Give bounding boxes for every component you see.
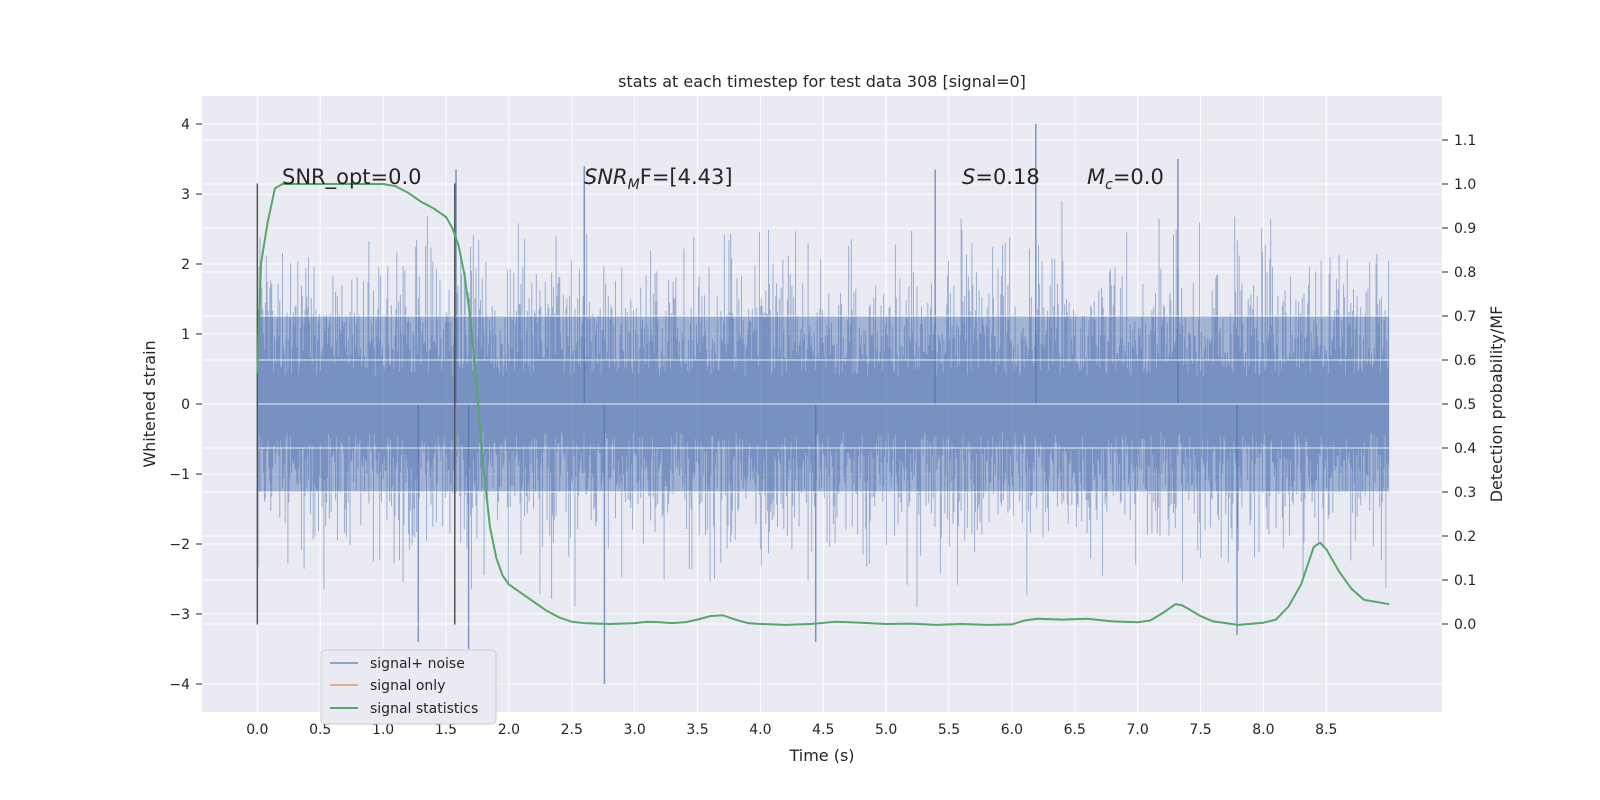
- y-tick-label-right: 0.6: [1454, 353, 1476, 369]
- series-signal-noise: [256, 124, 1390, 684]
- s-suffix: =0.18: [975, 165, 1039, 189]
- snr-mf-prefix: SNR: [584, 165, 628, 189]
- annotation-s: S=0.18: [962, 165, 1040, 189]
- y-tick-label-left: 2: [181, 257, 190, 273]
- y-tick-label-right: 0.3: [1454, 485, 1476, 501]
- s-prefix: S: [962, 165, 975, 189]
- x-tick-label: 1.0: [372, 722, 394, 738]
- y-tick-label-right: 0.2: [1454, 529, 1476, 545]
- x-tick-label: 0.5: [309, 722, 331, 738]
- y-tick-label-left: 4: [181, 117, 190, 133]
- x-tick-label: 3.5: [686, 722, 708, 738]
- x-tick-label: 7.5: [1189, 722, 1211, 738]
- y-tick-label-right: 1.1: [1454, 133, 1476, 149]
- x-tick-label: 2.5: [561, 722, 583, 738]
- x-axis-title: Time (s): [788, 746, 854, 765]
- y-tick-label-right: 0.1: [1454, 573, 1476, 589]
- annotation-snr-opt: SNR_opt=0.0: [282, 165, 422, 190]
- annotation-snr-mf: SNRMF=[4.43]: [584, 165, 733, 193]
- y-tick-label-right: 1.0: [1454, 177, 1476, 193]
- snr-mf-suffix: F=[4.43]: [640, 165, 733, 189]
- y-tick-label-right: 0.4: [1454, 441, 1476, 457]
- y-tick-label-right: 0.5: [1454, 397, 1476, 413]
- mc-suffix: =0.0: [1113, 165, 1164, 189]
- series-signal-statistics: [256, 183, 1390, 626]
- annotation-mc: Mc=0.0: [1087, 165, 1164, 193]
- chart-title: stats at each timestep for test data 308…: [618, 72, 1026, 91]
- y-tick-label-right: 0.9: [1454, 221, 1476, 237]
- y-tick-label-left: 3: [181, 187, 190, 203]
- axis-ticks: 0.0 0.5 1.0 1.5 2.0 2.5 3.0 3.5 4.0 4.5 5.0 5.5 6.0 6…: [169, 117, 1476, 738]
- y-axis-title-right: Detection probability/MF: [1487, 306, 1506, 503]
- legend-label-signal-only: signal only: [370, 678, 445, 694]
- legend-box: [320, 649, 497, 725]
- vertical-markers: [256, 183, 456, 625]
- y-tick-label-right: 0.0: [1454, 617, 1476, 633]
- x-tick-label: 7.0: [1127, 722, 1149, 738]
- x-tick-label: 8.0: [1252, 722, 1274, 738]
- x-tick-label: 2.0: [498, 722, 520, 738]
- y-tick-label-left: 1: [181, 327, 190, 343]
- legend: signal+ noise signal only signal statist…: [320, 649, 497, 725]
- y-tick-label-right: 0.7: [1454, 309, 1476, 325]
- x-tick-label: 3.0: [623, 722, 645, 738]
- y-tick-label-right: 0.8: [1454, 265, 1476, 281]
- signal-statistics-line: [256, 183, 1390, 626]
- snr-mf-sub: M: [628, 177, 640, 193]
- y-axis-title-left: Whitened strain: [140, 340, 159, 467]
- x-tick-label: 4.0: [749, 722, 771, 738]
- legend-label-signal-noise: signal+ noise: [370, 656, 465, 672]
- mc-sub: c: [1105, 177, 1113, 193]
- y-tick-label-left: 0: [181, 397, 190, 413]
- y-tick-label-left: −3: [169, 607, 190, 623]
- mc-prefix: M: [1087, 165, 1105, 189]
- x-tick-label: 6.5: [1064, 722, 1086, 738]
- y-tick-label-left: −2: [169, 537, 190, 553]
- y-tick-label-left: −4: [169, 677, 190, 693]
- x-tick-label: 5.0: [875, 722, 897, 738]
- x-tick-label: 4.5: [812, 722, 834, 738]
- x-tick-label: 1.5: [435, 722, 457, 738]
- y-tick-label-left: −1: [169, 467, 190, 483]
- legend-label-signal-statistics: signal statistics: [370, 701, 478, 717]
- x-tick-label: 5.5: [938, 722, 960, 738]
- x-tick-label: 8.5: [1315, 722, 1337, 738]
- x-tick-label: 6.0: [1001, 722, 1023, 738]
- x-tick-label: 0.0: [246, 722, 268, 738]
